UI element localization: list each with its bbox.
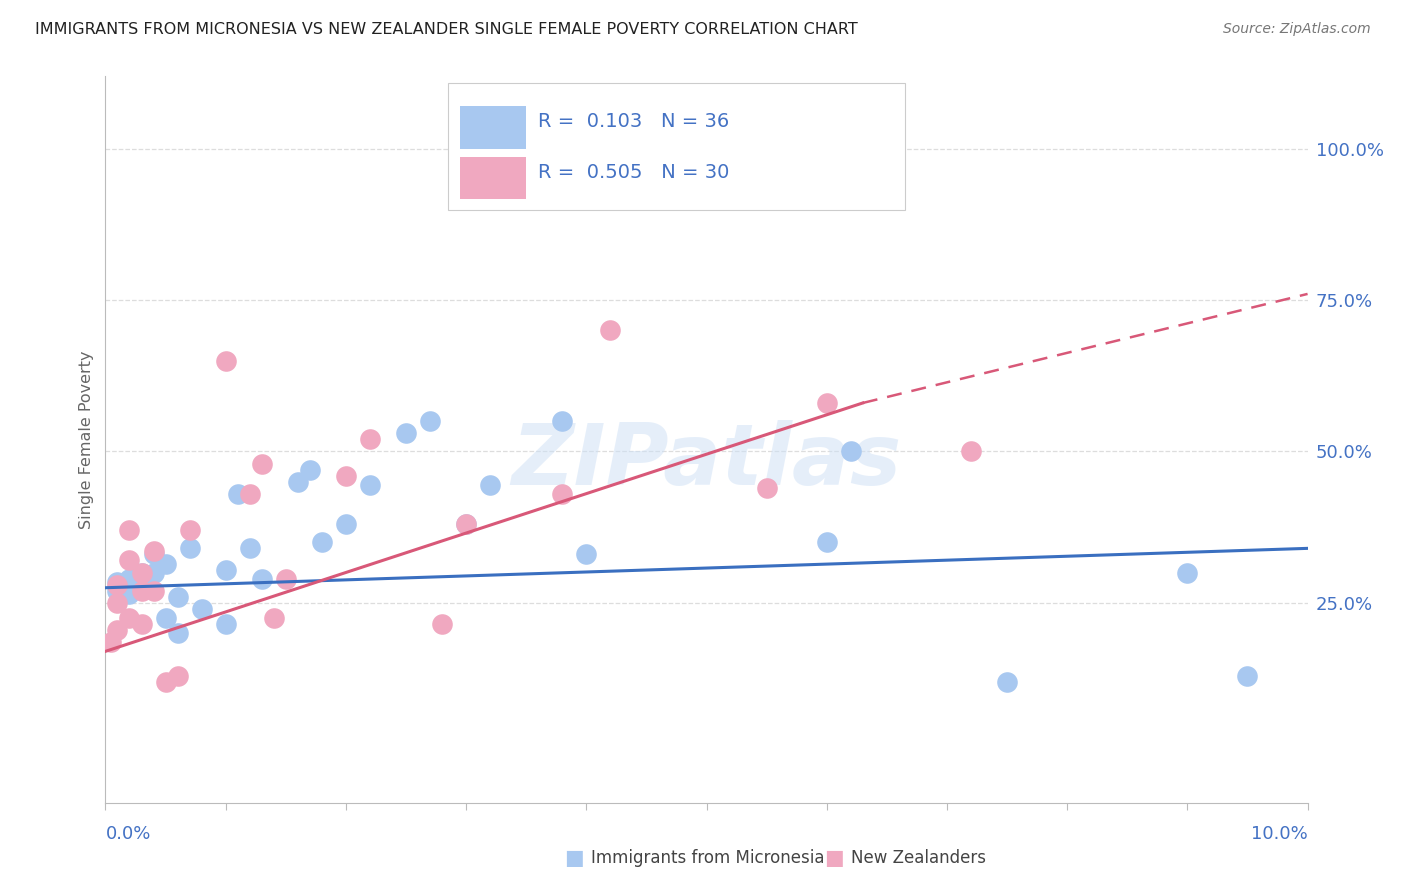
Point xyxy=(190,602,212,616)
Point xyxy=(311,535,333,549)
Point xyxy=(100,635,122,649)
Point xyxy=(995,674,1018,689)
Point xyxy=(107,583,129,598)
Point xyxy=(250,457,273,471)
Point xyxy=(575,548,598,562)
Point xyxy=(107,574,129,589)
FancyBboxPatch shape xyxy=(449,83,905,211)
Point xyxy=(551,487,574,501)
Point xyxy=(274,572,297,586)
Point xyxy=(454,517,477,532)
Point xyxy=(118,572,141,586)
Point xyxy=(131,566,153,580)
Point xyxy=(239,541,262,556)
Point xyxy=(131,566,153,580)
Point xyxy=(287,475,309,489)
Point xyxy=(142,544,165,558)
Point xyxy=(599,323,621,337)
Point xyxy=(335,468,357,483)
Point xyxy=(839,444,862,458)
Point xyxy=(131,617,153,632)
Point xyxy=(166,626,188,640)
Point xyxy=(214,617,236,632)
Point xyxy=(214,353,236,368)
Point xyxy=(118,611,141,625)
Point xyxy=(142,548,165,562)
Point xyxy=(239,487,262,501)
Point xyxy=(131,578,153,592)
Point xyxy=(131,581,153,595)
Point xyxy=(1236,668,1258,682)
Point xyxy=(359,433,381,447)
Y-axis label: Single Female Poverty: Single Female Poverty xyxy=(79,350,94,529)
Point xyxy=(960,444,983,458)
Point xyxy=(430,617,453,632)
Text: ■: ■ xyxy=(564,848,583,868)
Point xyxy=(142,583,165,598)
Point xyxy=(155,557,177,571)
Point xyxy=(815,396,838,410)
Point xyxy=(166,668,188,682)
Point xyxy=(179,523,201,537)
Text: ZIPatlas: ZIPatlas xyxy=(512,419,901,502)
Point xyxy=(118,523,141,537)
Point xyxy=(359,477,381,491)
Point xyxy=(226,487,249,501)
Text: R =  0.505   N = 30: R = 0.505 N = 30 xyxy=(538,163,730,182)
Text: Immigrants from Micronesia: Immigrants from Micronesia xyxy=(591,849,824,867)
Point xyxy=(298,462,321,476)
Point xyxy=(755,481,778,495)
Point xyxy=(142,566,165,580)
Point xyxy=(107,578,129,592)
Point xyxy=(395,426,418,441)
Point xyxy=(166,590,188,604)
Text: 0.0%: 0.0% xyxy=(105,825,150,843)
Point xyxy=(479,477,502,491)
Point xyxy=(551,414,574,428)
Point xyxy=(454,517,477,532)
Text: New Zealanders: New Zealanders xyxy=(851,849,986,867)
Point xyxy=(419,414,441,428)
FancyBboxPatch shape xyxy=(460,157,526,200)
Point xyxy=(179,541,201,556)
Point xyxy=(107,596,129,610)
Point xyxy=(250,572,273,586)
Point xyxy=(131,583,153,598)
Point xyxy=(214,563,236,577)
Text: 10.0%: 10.0% xyxy=(1251,825,1308,843)
Point xyxy=(107,623,129,637)
Text: R =  0.103   N = 36: R = 0.103 N = 36 xyxy=(538,112,730,131)
Point xyxy=(118,553,141,567)
Point xyxy=(335,517,357,532)
Point xyxy=(118,587,141,601)
Point xyxy=(815,535,838,549)
Point xyxy=(155,611,177,625)
Text: ■: ■ xyxy=(824,848,844,868)
Text: Source: ZipAtlas.com: Source: ZipAtlas.com xyxy=(1223,22,1371,37)
Point xyxy=(263,611,285,625)
Point xyxy=(1175,566,1198,580)
Point xyxy=(636,136,658,150)
FancyBboxPatch shape xyxy=(460,106,526,149)
Point xyxy=(155,674,177,689)
Text: IMMIGRANTS FROM MICRONESIA VS NEW ZEALANDER SINGLE FEMALE POVERTY CORRELATION CH: IMMIGRANTS FROM MICRONESIA VS NEW ZEALAN… xyxy=(35,22,858,37)
